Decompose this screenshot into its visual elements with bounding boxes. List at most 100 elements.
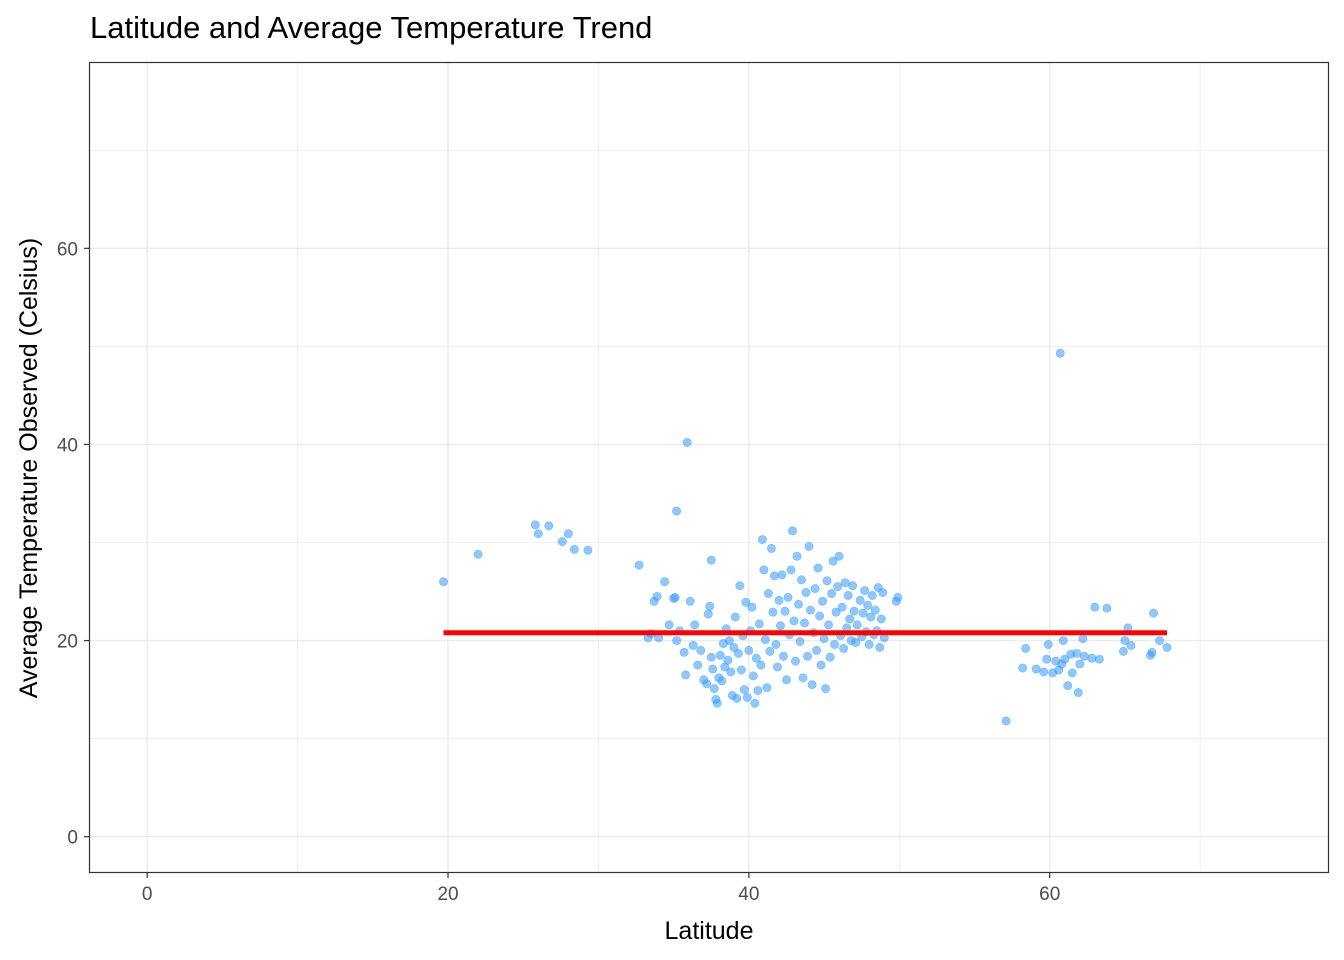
scatter-point — [778, 651, 788, 661]
scatter-point — [848, 581, 858, 591]
scatter-point — [747, 602, 757, 612]
scatter-point — [825, 652, 835, 662]
scatter-point — [790, 656, 800, 666]
scatter-point — [845, 614, 855, 624]
scatter-point — [762, 683, 772, 693]
scatter-point — [1067, 668, 1077, 678]
scatter-points — [438, 348, 1172, 726]
scatter-point — [834, 551, 844, 561]
scatter-point — [544, 521, 554, 531]
scatter-point — [715, 650, 725, 660]
scatter-point — [1072, 648, 1082, 658]
scatter-point — [768, 607, 778, 617]
scatter-point — [828, 556, 838, 566]
scatter-point — [703, 609, 713, 619]
scatter-point — [878, 588, 888, 598]
scatter-point — [803, 651, 813, 661]
scatter-point — [735, 581, 745, 591]
scatter-point — [717, 676, 727, 686]
scatter-point — [723, 655, 733, 665]
scatter-point — [786, 565, 796, 575]
scatter-point — [530, 520, 540, 530]
y-tick-label: 0 — [67, 828, 78, 849]
scatter-point — [708, 664, 718, 674]
scatter-point — [774, 595, 784, 605]
scatter-point — [860, 586, 870, 596]
scatter-point — [822, 576, 832, 586]
scatter-point — [798, 673, 808, 683]
x-tick-label: 40 — [738, 884, 759, 905]
scatter-point — [741, 597, 751, 607]
scatter-point — [759, 565, 769, 575]
scatter-point — [797, 575, 807, 585]
scatter-point — [751, 653, 761, 663]
x-tick-label: 0 — [142, 884, 153, 905]
scatter-point — [693, 660, 703, 670]
scatter-point — [670, 592, 680, 602]
scatter-point — [1055, 348, 1065, 358]
scatter-point — [771, 639, 781, 649]
scatter-point — [789, 616, 799, 626]
scatter-point — [781, 675, 791, 685]
scatter-point — [705, 601, 715, 611]
scatter-point — [849, 606, 859, 616]
scatter-point — [681, 670, 691, 680]
scatter-point — [754, 619, 764, 629]
scatter-point — [726, 667, 736, 677]
scatter-point — [733, 648, 743, 658]
scatter-point — [739, 685, 749, 695]
scatter-point — [858, 608, 868, 618]
scatter-point — [736, 665, 746, 675]
scatter-point — [672, 636, 682, 646]
scatter-point — [794, 599, 804, 609]
scatter-point — [1078, 634, 1088, 644]
axis-ticks: 0 20 40 60 0 20 40 60 — [57, 239, 1060, 905]
scatter-point — [821, 684, 831, 694]
scatter-point — [866, 612, 876, 622]
scatter-point — [813, 563, 823, 573]
scatter-point — [855, 595, 865, 605]
scatter-point — [830, 639, 840, 649]
scatter-point — [709, 684, 719, 694]
scatter-point — [1102, 603, 1112, 613]
scatter-point — [777, 570, 787, 580]
scatter-point — [875, 642, 885, 652]
scatter-point — [792, 551, 802, 561]
scatter-point — [1042, 654, 1052, 664]
y-tick-label: 40 — [57, 435, 78, 456]
scatter-point — [652, 591, 662, 601]
y-tick-label: 20 — [57, 632, 78, 653]
scatter-point — [712, 698, 722, 708]
scatter-point — [1149, 608, 1159, 618]
scatter-point — [438, 577, 448, 587]
scatter-point — [730, 612, 740, 622]
scatter-point — [583, 545, 593, 555]
scatter-point — [1021, 643, 1031, 653]
scatter-point — [1039, 667, 1049, 677]
scatter-point — [780, 606, 790, 616]
scatter-point — [744, 645, 754, 655]
scatter-point — [867, 590, 877, 600]
scatter-point — [690, 620, 700, 630]
scatter-point — [732, 693, 742, 703]
scatter-point — [766, 543, 776, 553]
x-tick-label: 60 — [1039, 884, 1060, 905]
scatter-point — [795, 637, 805, 647]
x-tick-label: 20 — [437, 884, 458, 905]
scatter-point — [765, 646, 775, 656]
scatter-point — [634, 560, 644, 570]
scatter-point — [563, 529, 573, 539]
scatter-point — [893, 592, 903, 602]
scatter-point — [679, 647, 689, 657]
scatter-point — [1018, 663, 1028, 673]
scatter-point — [831, 607, 841, 617]
scatter-point — [750, 698, 760, 708]
scatter-point — [1063, 681, 1073, 691]
scatter-point — [815, 611, 825, 621]
scatter-point — [870, 605, 880, 615]
scatter-point — [816, 660, 826, 670]
scatter-point — [706, 555, 716, 565]
scatter-point — [1094, 654, 1104, 664]
